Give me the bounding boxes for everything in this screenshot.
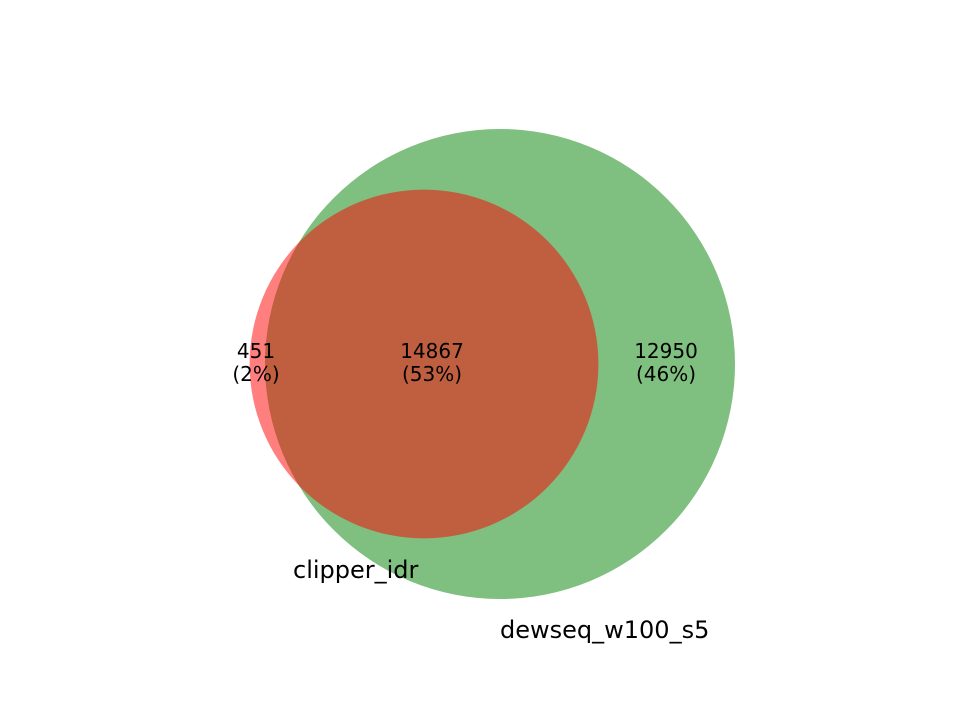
venn-labels: 451 (2%) 14867 (53%) 12950 (46%) clipper…	[232, 339, 709, 644]
set-label-dewseq-w100-s5: dewseq_w100_s5	[500, 616, 709, 644]
region-intersection-count: 14867	[400, 339, 464, 363]
circle-clipper-idr	[249, 189, 599, 539]
region-only-b-count: 12950	[634, 339, 698, 363]
region-only-b-percent: (46%)	[636, 362, 696, 386]
region-only-a-count: 451	[237, 339, 275, 363]
region-intersection-percent: (53%)	[402, 362, 462, 386]
venn-circles	[249, 129, 735, 599]
set-label-clipper-idr: clipper_idr	[293, 556, 419, 584]
region-only-a-percent: (2%)	[232, 362, 279, 386]
